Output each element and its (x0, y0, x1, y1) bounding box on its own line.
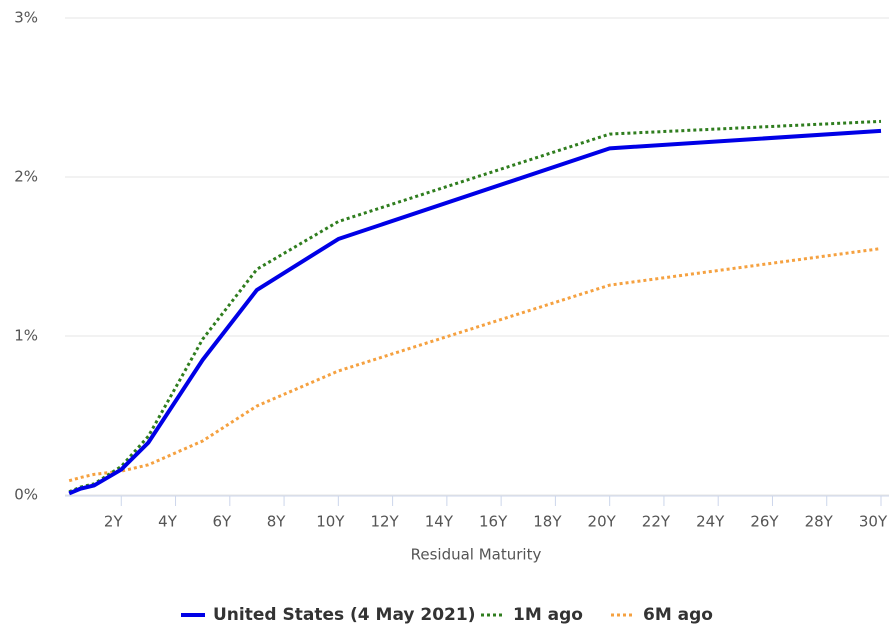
x-tick-label: 20Y (588, 513, 617, 531)
legend-label: 1M ago (513, 605, 583, 625)
x-tick-label: 28Y (805, 513, 834, 531)
series-line (68, 247, 882, 483)
legend-label: 6M ago (643, 605, 713, 625)
x-tick-label: 8Y (267, 513, 287, 531)
y-tick-label: 1% (14, 327, 38, 345)
x-tick-label: 30Y (859, 513, 888, 531)
x-tick-label: 16Y (479, 513, 508, 531)
x-axis-label: Residual Maturity (411, 546, 542, 564)
x-tick-label: 6Y (212, 513, 232, 531)
legend: United States (4 May 2021) 1M ago 6M ago (181, 605, 713, 625)
x-tick-label: 24Y (696, 513, 725, 531)
x-tick-label: 14Y (425, 513, 454, 531)
y-tick-label: 0% (14, 486, 38, 504)
legend-label: United States (4 May 2021) (213, 605, 475, 625)
x-tick-label: 18Y (533, 513, 562, 531)
x-tick-label: 26Y (750, 513, 779, 531)
y-tick-label: 2% (14, 168, 38, 186)
x-tick-label: 4Y (158, 513, 178, 531)
x-tick-label: 12Y (370, 513, 399, 531)
series-line (68, 128, 882, 496)
x-tick-label: 22Y (642, 513, 671, 531)
y-tick-label: 3% (14, 9, 38, 27)
x-tick-label: 2Y (104, 513, 124, 531)
x-tick-label: 10Y (316, 513, 345, 531)
